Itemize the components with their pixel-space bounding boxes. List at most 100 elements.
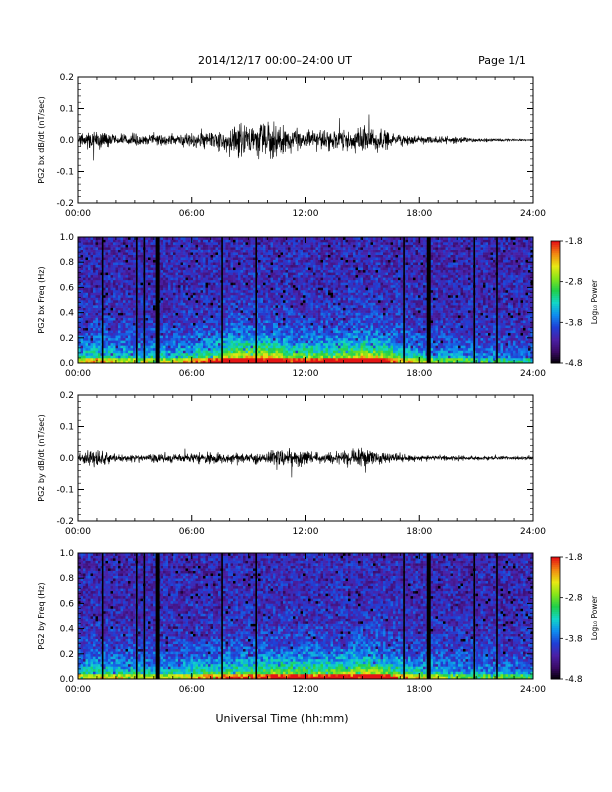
bx-spec-cell bbox=[140, 254, 144, 258]
bx-spec-cell bbox=[198, 254, 201, 258]
bx-spec-cell bbox=[183, 335, 186, 339]
bx-spec-cell bbox=[120, 307, 124, 311]
bx-spec-cell bbox=[185, 310, 189, 313]
bx-spec-cell bbox=[223, 277, 226, 281]
bx-spec-cell bbox=[238, 237, 241, 240]
bx-spec-cell bbox=[190, 335, 194, 339]
bx-spec-cell bbox=[138, 264, 141, 268]
bx-spec-cell bbox=[288, 289, 291, 293]
bx-spec-cell bbox=[315, 307, 319, 311]
bx-spec-cell bbox=[228, 322, 231, 326]
bx-spec-cell bbox=[193, 322, 196, 326]
bx-spec-cell bbox=[195, 327, 199, 331]
bx-spec-cell bbox=[228, 300, 231, 303]
bx-spec-cell bbox=[200, 312, 204, 316]
bx-spec-cell bbox=[205, 249, 209, 253]
bx-spec-cell bbox=[310, 332, 314, 336]
bx-spec-cell bbox=[310, 297, 314, 301]
bx-spec-cell bbox=[275, 350, 279, 354]
bx-spec-cell bbox=[113, 302, 116, 306]
bx-spec-cell bbox=[160, 259, 164, 263]
bx-spec-cell bbox=[130, 252, 134, 255]
bx-spec-cell bbox=[183, 300, 186, 303]
bx-spec-cell bbox=[260, 317, 264, 321]
bx-spec-cell bbox=[110, 287, 114, 291]
bx-spec-cell bbox=[153, 355, 156, 359]
bx-spec-cell bbox=[98, 247, 101, 250]
bx-spec-cell bbox=[268, 274, 271, 278]
bx-spec-cell bbox=[293, 287, 296, 291]
bx-spec-cell bbox=[275, 352, 279, 356]
bx-spec-cell bbox=[110, 282, 114, 286]
bx-spec-cell bbox=[210, 330, 214, 334]
bx-spec-cell bbox=[243, 242, 246, 245]
bx-spec-cell bbox=[248, 340, 251, 344]
bx-spec-cell bbox=[128, 274, 131, 278]
bx-spec-cell bbox=[273, 340, 276, 344]
bx-spec-cell bbox=[175, 247, 179, 250]
bx-spec-cell bbox=[230, 237, 234, 240]
bx-spec-cell bbox=[258, 279, 261, 283]
bx-spec-cell bbox=[310, 279, 314, 283]
bx-spec-cell bbox=[90, 249, 94, 253]
bx-spec-cell bbox=[198, 310, 201, 313]
bx-spec-cell bbox=[95, 289, 99, 293]
bx-spec-cell bbox=[95, 277, 99, 281]
bx-spec-cell bbox=[115, 252, 119, 255]
bx-spec-cell bbox=[173, 345, 176, 349]
bx-spec-cell bbox=[278, 257, 281, 260]
bx-spec-cell bbox=[313, 272, 316, 276]
bx-spec-cell bbox=[103, 360, 106, 364]
bx-spec-cell bbox=[288, 350, 291, 354]
bx-spec-cell bbox=[278, 320, 281, 323]
bx-spec-cell bbox=[123, 302, 126, 306]
bx-spec-cell bbox=[275, 342, 279, 346]
bx-spec-cell bbox=[210, 302, 214, 306]
bx-spec-cell bbox=[168, 279, 171, 283]
bx-spec-cell bbox=[88, 312, 91, 316]
bx-spec-cell bbox=[218, 244, 221, 248]
bx-spec-cell bbox=[318, 312, 321, 316]
bx-spec-cell bbox=[145, 325, 149, 329]
bx-spec-cell bbox=[218, 357, 221, 361]
bx-spec-cell bbox=[160, 264, 164, 268]
bx-spec-cell bbox=[165, 342, 169, 346]
bx-spec-cell bbox=[138, 249, 141, 253]
bx-spec-cell bbox=[93, 310, 96, 313]
bx-spec-cell bbox=[180, 357, 184, 361]
bx-spec-cell bbox=[180, 249, 184, 253]
bx-spec-cell bbox=[238, 317, 241, 321]
bx-spec-cell bbox=[160, 327, 164, 331]
bx-spec-cell bbox=[283, 350, 286, 354]
bx-spec-cell bbox=[310, 320, 314, 323]
bx-spec-cell bbox=[210, 239, 214, 243]
bx-spec-cell bbox=[318, 284, 321, 288]
bx-spec-cell bbox=[260, 315, 264, 318]
bx-spec-cell bbox=[298, 294, 301, 298]
bx-spec-cell bbox=[105, 292, 109, 296]
bx-spec-cell bbox=[110, 337, 114, 341]
bx-spec-cell bbox=[233, 347, 236, 351]
bx-spec-cell bbox=[153, 335, 156, 339]
bx-spec-cell bbox=[225, 292, 229, 296]
bx-spec-cell bbox=[203, 360, 206, 364]
bx-spec-cell bbox=[270, 292, 274, 296]
bx-spec-cell bbox=[225, 249, 229, 253]
bx-spec-cell bbox=[95, 312, 99, 316]
bx-spec-cell bbox=[178, 259, 181, 263]
bx-spec-cell bbox=[195, 325, 199, 329]
bx-spec-cell bbox=[293, 322, 296, 326]
bx-spec-cell bbox=[285, 297, 289, 301]
bx-spec-cell bbox=[258, 320, 261, 323]
bx-spec-cell bbox=[295, 259, 299, 263]
bx-spec-cell bbox=[273, 345, 276, 349]
bx-spec-cell bbox=[318, 269, 321, 273]
bx-spec-cell bbox=[185, 312, 189, 316]
bx-spec-cell bbox=[233, 252, 236, 255]
bx-spec-cell bbox=[248, 279, 251, 283]
bx-spec-cell bbox=[213, 342, 216, 346]
bx-spec-cell bbox=[178, 257, 181, 260]
bx-spec-cell bbox=[200, 274, 204, 278]
bx-spec-cell bbox=[95, 330, 99, 334]
bx-spec-cell bbox=[305, 315, 309, 318]
